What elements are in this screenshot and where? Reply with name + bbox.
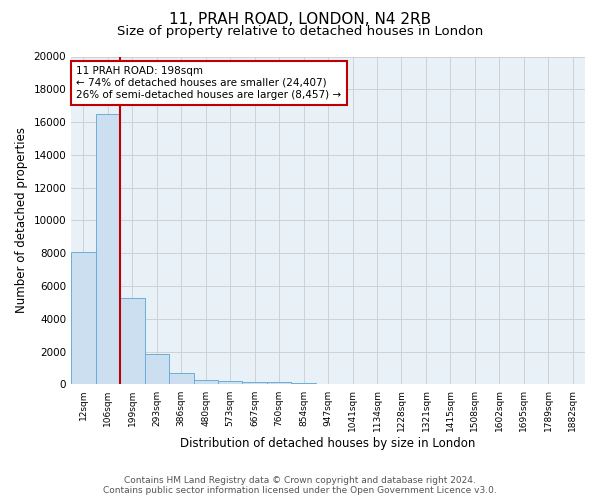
Bar — [194, 380, 218, 384]
Bar — [169, 373, 194, 384]
Text: Contains HM Land Registry data © Crown copyright and database right 2024.
Contai: Contains HM Land Registry data © Crown c… — [103, 476, 497, 495]
X-axis label: Distribution of detached houses by size in London: Distribution of detached houses by size … — [181, 437, 476, 450]
Bar — [242, 382, 267, 384]
Bar — [267, 382, 292, 384]
Text: 11, PRAH ROAD, LONDON, N4 2RB: 11, PRAH ROAD, LONDON, N4 2RB — [169, 12, 431, 28]
Bar — [218, 381, 242, 384]
Bar — [71, 252, 95, 384]
Bar — [95, 114, 120, 384]
Bar — [292, 383, 316, 384]
Y-axis label: Number of detached properties: Number of detached properties — [15, 128, 28, 314]
Bar — [145, 354, 169, 384]
Text: 11 PRAH ROAD: 198sqm
← 74% of detached houses are smaller (24,407)
26% of semi-d: 11 PRAH ROAD: 198sqm ← 74% of detached h… — [76, 66, 341, 100]
Text: Size of property relative to detached houses in London: Size of property relative to detached ho… — [117, 25, 483, 38]
Bar — [120, 298, 145, 384]
